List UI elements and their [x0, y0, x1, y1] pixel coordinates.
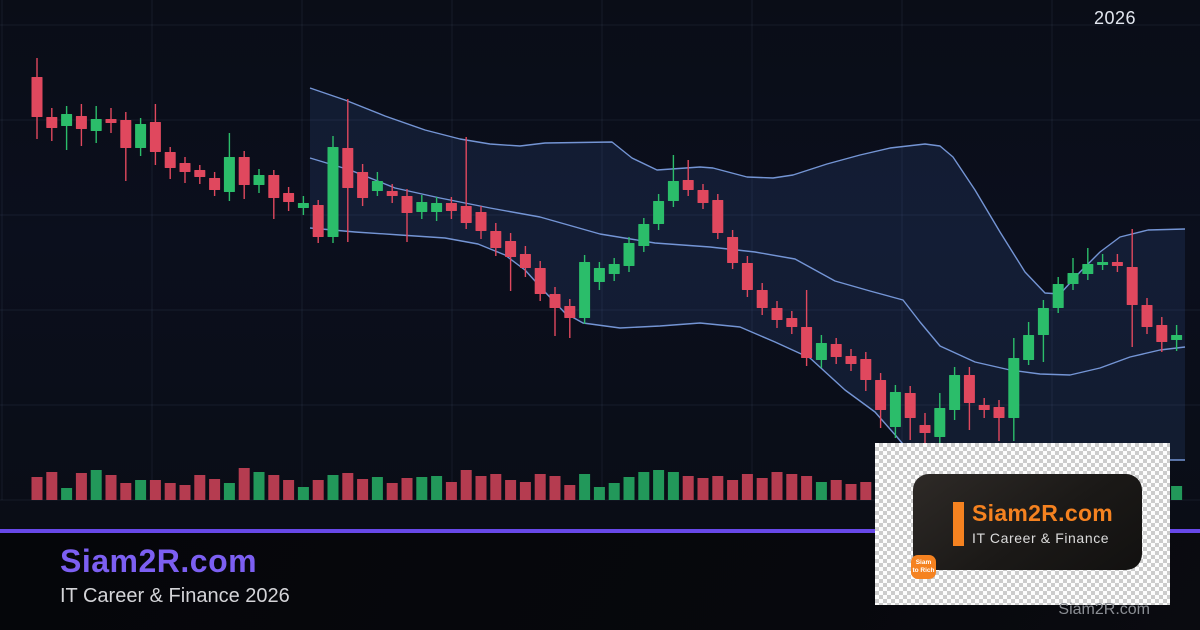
- badge-line-2: to Rich: [912, 566, 935, 574]
- logo-accent-bar-icon: [953, 502, 964, 546]
- brand-title: Siam2R.com: [60, 543, 258, 579]
- logo-plate: Siam2R.com IT Career & Finance: [913, 474, 1142, 570]
- siam-to-rich-badge: Siam to Rich: [911, 555, 936, 579]
- brand-subtitle: IT Career & Finance 2026: [60, 585, 290, 607]
- badge-line-1: Siam: [915, 559, 932, 566]
- watermark: Siam2R.com: [1058, 601, 1150, 618]
- logo-tagline: IT Career & Finance: [972, 530, 1110, 546]
- candlestick-chart: [0, 0, 1200, 501]
- logo-brand: Siam2R.com: [972, 500, 1114, 526]
- logo-card: Siam2R.com IT Career & Finance Siam to R…: [875, 443, 1170, 605]
- price-chart-panel: 2026: [0, 0, 1200, 530]
- purple-divider: [0, 529, 1200, 533]
- year-label: 2026: [1093, 8, 1136, 28]
